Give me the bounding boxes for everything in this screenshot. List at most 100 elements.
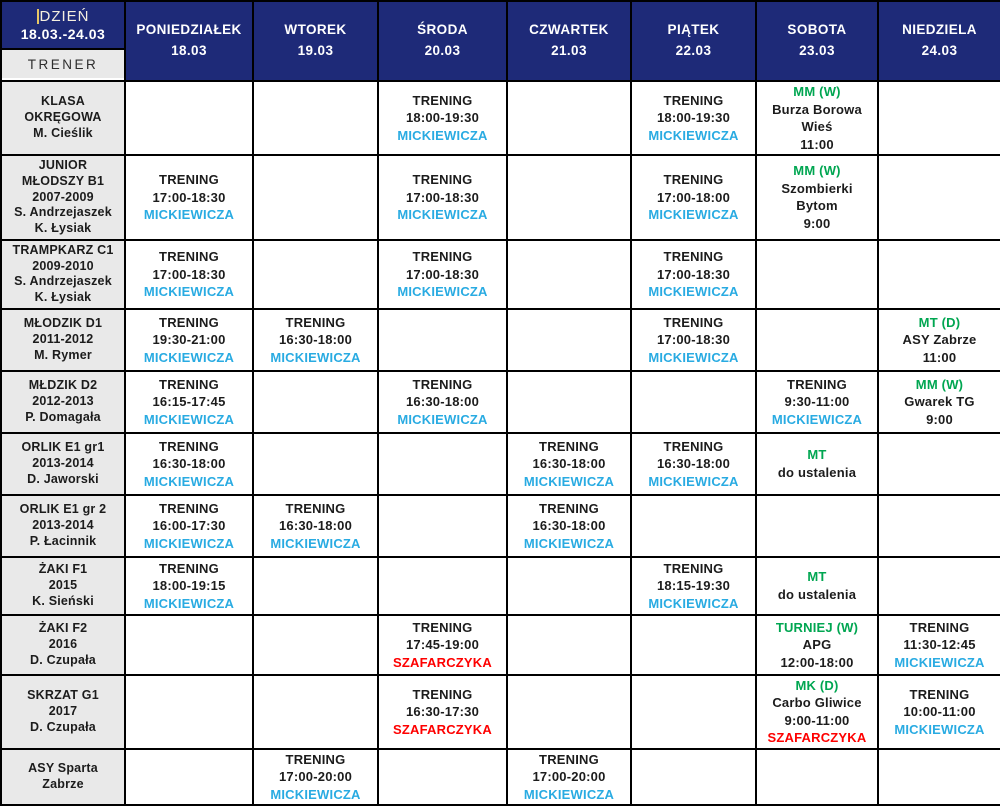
team-label-cell[interactable]: MŁODZIK D1 2011-2012 M. Rymer: [0, 307, 126, 372]
schedule-cell-thursday[interactable]: [506, 307, 632, 372]
schedule-cell-wednesday[interactable]: TRENING 17:45-19:00 SZAFARCZYKA: [377, 613, 508, 676]
schedule-cell-monday[interactable]: [124, 613, 254, 676]
schedule-cell-tuesday[interactable]: TRENING 16:30-18:00 MICKIEWICZA: [252, 493, 379, 558]
schedule-cell-friday[interactable]: [630, 673, 757, 750]
schedule-cell-monday[interactable]: TRENING 19:30-21:00 MICKIEWICZA: [124, 307, 254, 372]
schedule-cell-friday[interactable]: [630, 613, 757, 676]
schedule-cell-friday[interactable]: TRENING 17:00-18:30 MICKIEWICZA: [630, 307, 757, 372]
day-header-sunday[interactable]: NIEDZIELA 24.03: [877, 0, 1000, 82]
schedule-cell-saturday[interactable]: MM (W) Burza Borowa Wieś 11:00: [755, 80, 879, 156]
schedule-cell-monday[interactable]: [124, 747, 254, 806]
schedule-cell-wednesday[interactable]: [377, 307, 508, 372]
day-header-tuesday[interactable]: WTOREK 19.03: [252, 0, 379, 82]
schedule-cell-friday[interactable]: [630, 369, 757, 434]
schedule-cell-sunday[interactable]: MM (W) Gwarek TG 9:00: [877, 369, 1000, 434]
day-header-friday[interactable]: PIĄTEK 22.03: [630, 0, 757, 82]
schedule-cell-sunday[interactable]: [877, 431, 1000, 496]
schedule-cell-monday[interactable]: [124, 673, 254, 750]
schedule-cell-saturday[interactable]: [755, 307, 879, 372]
schedule-cell-monday[interactable]: [124, 80, 254, 156]
schedule-cell-saturday[interactable]: TRENING 9:30-11:00 MICKIEWICZA: [755, 369, 879, 434]
schedule-cell-tuesday[interactable]: TRENING 17:00-20:00 MICKIEWICZA: [252, 747, 379, 806]
schedule-cell-wednesday[interactable]: [377, 747, 508, 806]
schedule-cell-saturday[interactable]: MM (W) Szombierki Bytom 9:00: [755, 154, 879, 241]
schedule-cell-tuesday[interactable]: [252, 80, 379, 156]
schedule-cell-tuesday[interactable]: [252, 673, 379, 750]
day-header-monday[interactable]: PONIEDZIAŁEK 18.03: [124, 0, 254, 82]
team-label-cell[interactable]: JUNIOR MŁODSZY B1 2007-2009 S. Andrzejaszek…: [0, 154, 126, 241]
schedule-cell-tuesday[interactable]: [252, 154, 379, 241]
schedule-cell-sunday[interactable]: [877, 154, 1000, 241]
schedule-cell-thursday[interactable]: TRENING 17:00-20:00 MICKIEWICZA: [506, 747, 632, 806]
team-label-cell[interactable]: ŻAKI F1 2015 K. Sieński: [0, 555, 126, 616]
schedule-cell-tuesday[interactable]: [252, 238, 379, 310]
schedule-cell-saturday[interactable]: [755, 238, 879, 310]
schedule-cell-thursday[interactable]: TRENING 16:30-18:00 MICKIEWICZA: [506, 493, 632, 558]
day-header-saturday[interactable]: SOBOTA 23.03: [755, 0, 879, 82]
schedule-cell-sunday[interactable]: [877, 80, 1000, 156]
schedule-cell-thursday[interactable]: [506, 673, 632, 750]
event-type-text: TRENING: [539, 751, 599, 767]
team-label-cell[interactable]: ORLIK E1 gr1 2013-2014 D. Jaworski: [0, 431, 126, 496]
day-header-thursday[interactable]: CZWARTEK 21.03: [506, 0, 632, 82]
schedule-cell-thursday[interactable]: [506, 238, 632, 310]
schedule-cell-friday[interactable]: TRENING 16:30-18:00 MICKIEWICZA: [630, 431, 757, 496]
corner-header-cell[interactable]: DZIEŃ 18.03.-24.03 TRENER: [0, 0, 126, 82]
event-detail-text: 11:00: [800, 136, 834, 152]
schedule-cell-friday[interactable]: TRENING 18:00-19:30 MICKIEWICZA: [630, 80, 757, 156]
schedule-cell-saturday[interactable]: [755, 493, 879, 558]
schedule-cell-friday[interactable]: TRENING 18:15-19:30 MICKIEWICZA: [630, 555, 757, 616]
event-type-text: TRENING: [285, 314, 346, 330]
schedule-cell-sunday[interactable]: [877, 555, 1000, 616]
schedule-cell-wednesday[interactable]: [377, 493, 508, 558]
schedule-cell-sunday[interactable]: [877, 493, 1000, 558]
schedule-cell-wednesday[interactable]: TRENING 16:30-18:00 MICKIEWICZA: [377, 369, 508, 434]
schedule-cell-monday[interactable]: TRENING 16:00-17:30 MICKIEWICZA: [124, 493, 254, 558]
day-header-wednesday[interactable]: ŚRODA 20.03: [377, 0, 508, 82]
team-label-cell[interactable]: MŁDZIK D2 2012-2013 P. Domagała: [0, 369, 126, 434]
schedule-cell-sunday[interactable]: TRENING 11:30-12:45 MICKIEWICZA: [877, 613, 1000, 676]
schedule-cell-monday[interactable]: TRENING 17:00-18:30 MICKIEWICZA: [124, 154, 254, 241]
event-type-text: TRENING: [159, 172, 219, 188]
team-label-cell[interactable]: TRAMPKARZ C1 2009-2010 S. Andrzejaszek K. Ł…: [0, 238, 126, 310]
schedule-cell-saturday[interactable]: MT do ustalenia: [755, 431, 879, 496]
schedule-cell-thursday[interactable]: [506, 613, 632, 676]
schedule-cell-tuesday[interactable]: TRENING 16:30-18:00 MICKIEWICZA: [252, 307, 379, 372]
schedule-cell-monday[interactable]: TRENING 17:00-18:30 MICKIEWICZA: [124, 238, 254, 310]
schedule-cell-wednesday[interactable]: TRENING 18:00-19:30 MICKIEWICZA: [377, 80, 508, 156]
team-label-cell[interactable]: ASY Sparta Zabrze: [0, 747, 126, 806]
schedule-cell-monday[interactable]: TRENING 18:00-19:15 MICKIEWICZA: [124, 555, 254, 616]
schedule-cell-wednesday[interactable]: TRENING 17:00-18:30 MICKIEWICZA: [377, 154, 508, 241]
schedule-cell-thursday[interactable]: TRENING 16:30-18:00 MICKIEWICZA: [506, 431, 632, 496]
schedule-cell-monday[interactable]: TRENING 16:15-17:45 MICKIEWICZA: [124, 369, 254, 434]
schedule-cell-wednesday[interactable]: TRENING 16:30-17:30 SZAFARCZYKA: [377, 673, 508, 750]
schedule-cell-tuesday[interactable]: [252, 613, 379, 676]
team-label-cell[interactable]: KLASA OKRĘGOWA M. Cieślik: [0, 80, 126, 156]
schedule-cell-wednesday[interactable]: [377, 555, 508, 616]
schedule-cell-sunday[interactable]: MT (D) ASY Zabrze 11:00: [877, 307, 1000, 372]
schedule-cell-friday[interactable]: TRENING 17:00-18:30 MICKIEWICZA: [630, 238, 757, 310]
schedule-cell-sunday[interactable]: [877, 747, 1000, 806]
schedule-cell-sunday[interactable]: [877, 238, 1000, 310]
schedule-cell-wednesday[interactable]: TRENING 17:00-18:30 MICKIEWICZA: [377, 238, 508, 310]
schedule-cell-saturday[interactable]: MK (D) Carbo Gliwice 9:00-11:00 SZAFARCZYKA: [755, 673, 879, 750]
team-label-cell[interactable]: ORLIK E1 gr 2 2013-2014 P. Łacinnik: [0, 493, 126, 558]
schedule-cell-tuesday[interactable]: [252, 431, 379, 496]
schedule-cell-tuesday[interactable]: [252, 369, 379, 434]
schedule-cell-friday[interactable]: [630, 747, 757, 806]
schedule-cell-monday[interactable]: TRENING 16:30-18:00 MICKIEWICZA: [124, 431, 254, 496]
schedule-cell-friday[interactable]: TRENING 17:00-18:00 MICKIEWICZA: [630, 154, 757, 241]
schedule-cell-sunday[interactable]: TRENING 10:00-11:00 MICKIEWICZA: [877, 673, 1000, 750]
team-label-cell[interactable]: SKRZAT G1 2017 D. Czupała: [0, 673, 126, 750]
schedule-cell-thursday[interactable]: [506, 369, 632, 434]
schedule-cell-wednesday[interactable]: [377, 431, 508, 496]
schedule-cell-thursday[interactable]: [506, 154, 632, 241]
schedule-cell-thursday[interactable]: [506, 555, 632, 616]
team-label-cell[interactable]: ŻAKI F2 2016 D. Czupała: [0, 613, 126, 676]
schedule-cell-tuesday[interactable]: [252, 555, 379, 616]
schedule-cell-thursday[interactable]: [506, 80, 632, 156]
schedule-cell-saturday[interactable]: TURNIEJ (W) APG 12:00-18:00: [755, 613, 879, 676]
schedule-cell-saturday[interactable]: [755, 747, 879, 806]
schedule-cell-saturday[interactable]: MT do ustalenia: [755, 555, 879, 616]
schedule-cell-friday[interactable]: [630, 493, 757, 558]
